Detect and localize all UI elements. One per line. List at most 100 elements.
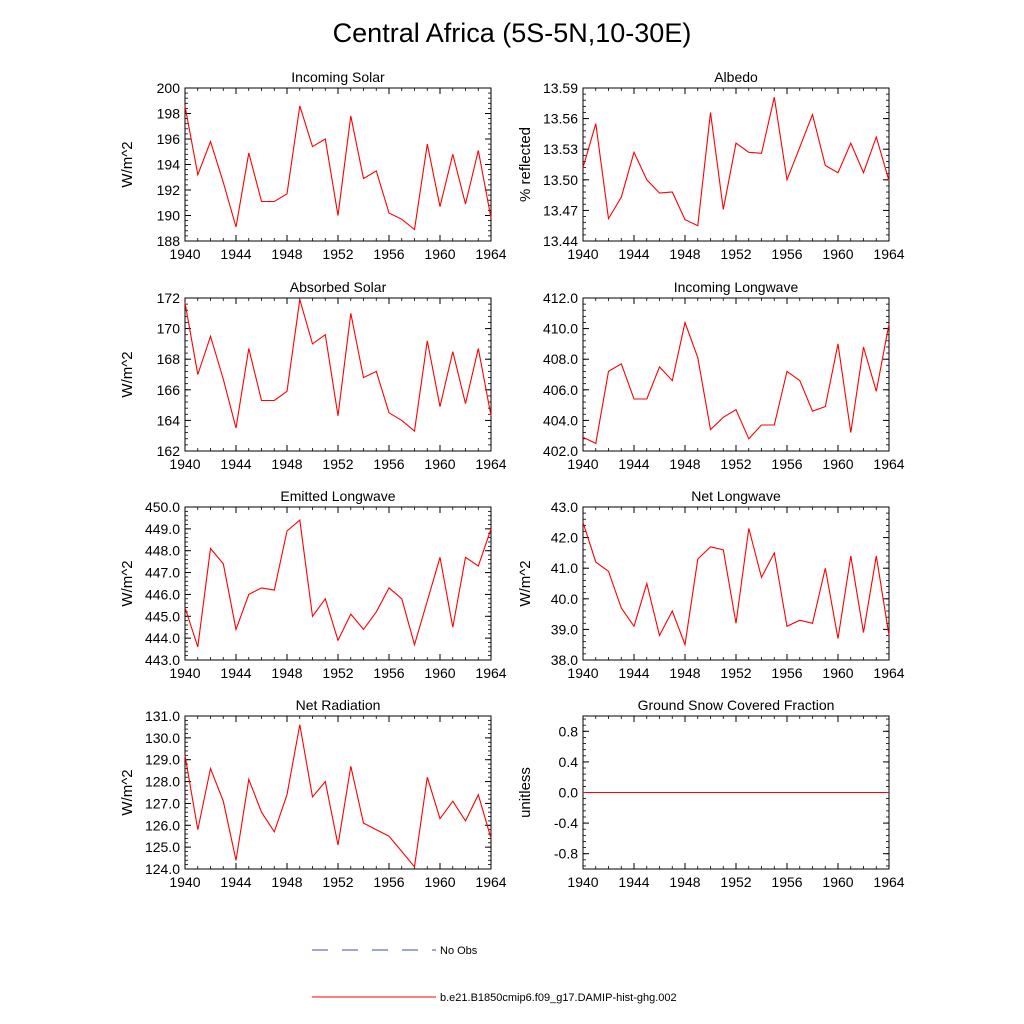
x-tick-label: 1944 — [618, 456, 649, 472]
x-tick-label: 1944 — [220, 456, 251, 472]
x-tick-label: 1940 — [567, 246, 598, 262]
x-tick-label: 1960 — [822, 456, 853, 472]
x-tick-label: 1956 — [373, 665, 404, 681]
x-tick-label: 1944 — [618, 246, 649, 262]
y-tick-label: 131.0 — [145, 708, 180, 724]
y-tick-label: 13.56 — [543, 111, 578, 127]
y-tick-label: 412.0 — [543, 290, 578, 306]
x-tick-label: 1944 — [220, 665, 251, 681]
plot-frame — [582, 506, 890, 661]
x-tick-label: 1948 — [669, 665, 700, 681]
x-tick-label: 1952 — [720, 246, 751, 262]
x-tick-label: 1940 — [169, 665, 200, 681]
y-tick-label: 127.0 — [145, 795, 180, 811]
y-axis-label: W/m^2 — [119, 141, 136, 187]
y-tick-label: 13.44 — [543, 233, 578, 249]
series-line-net-radiation — [184, 724, 492, 869]
panel-albedo: Albedo % reflected 1940 1944 1948 1952 1956 196… — [517, 69, 905, 262]
x-tick-label: 1960 — [822, 874, 853, 890]
x-tick-label: 1948 — [669, 456, 700, 472]
y-tick-label: 198 — [157, 106, 181, 122]
y-tick-label: 172 — [157, 290, 181, 306]
x-tick-label: 1960 — [424, 246, 455, 262]
series-line-albedo — [582, 97, 890, 227]
x-tick-label: 1956 — [373, 246, 404, 262]
x-tick-label: 1948 — [271, 456, 302, 472]
y-axis-label: W/m^2 — [119, 769, 136, 815]
panels: Incoming Solar W/m^2 1940 1944 1948 1952 1956 1… — [119, 69, 905, 890]
y-tick-label: 200 — [157, 80, 181, 96]
x-tick-label: 1956 — [771, 456, 802, 472]
x-tick-label: 1944 — [618, 874, 649, 890]
y-tick-label: 446.0 — [145, 586, 180, 602]
y-tick-label: 194 — [157, 157, 181, 173]
x-tick-label: 1940 — [169, 874, 200, 890]
y-tick-label: 188 — [157, 233, 181, 249]
y-tick-label: 41.0 — [551, 560, 578, 576]
y-tick-label: 13.59 — [543, 80, 578, 96]
y-tick-label: 404.0 — [543, 412, 578, 428]
y-tick-label: 192 — [157, 182, 181, 198]
panel-title: Incoming Longwave — [674, 279, 799, 295]
y-tick-label: 13.53 — [543, 141, 578, 157]
panel-absorbed-solar: Absorbed Solar W/m^2 1940 1944 1948 1952 1956 1… — [119, 279, 507, 472]
x-tick-label: 1956 — [771, 874, 802, 890]
y-tick-label: 406.0 — [543, 382, 578, 398]
series-line-incoming-longwave — [582, 320, 890, 445]
x-tick-label: 1964 — [475, 665, 506, 681]
y-tick-label: 402.0 — [543, 443, 578, 459]
y-tick-label: 43.0 — [551, 499, 578, 515]
x-tick-label: 1948 — [271, 874, 302, 890]
y-tick-label: -0.4 — [554, 815, 578, 831]
series-line-net-longwave — [582, 522, 890, 647]
legend-label: b.e21.B1850cmip6.f09_g17.DAMIP-hist-ghg.… — [440, 992, 677, 1004]
y-tick-label: 164 — [157, 412, 181, 428]
x-tick-label: 1952 — [720, 874, 751, 890]
x-tick-label: 1956 — [771, 246, 802, 262]
x-tick-label: 1952 — [322, 246, 353, 262]
y-tick-label: 166 — [157, 382, 181, 398]
y-tick-label: 128.0 — [145, 774, 180, 790]
x-tick-label: 1940 — [169, 246, 200, 262]
legend: No Obs b.e21.B1850cmip6.f09_g17.DAMIP-his… — [312, 945, 677, 1004]
x-tick-label: 1940 — [567, 456, 598, 472]
panel-title: Absorbed Solar — [290, 279, 387, 295]
y-tick-label: 125.0 — [145, 839, 180, 855]
x-tick-label: 1952 — [322, 665, 353, 681]
y-tick-label: 190 — [157, 208, 181, 224]
x-tick-label: 1964 — [873, 665, 904, 681]
y-tick-label: -0.8 — [554, 846, 578, 862]
plot-frame — [582, 87, 890, 242]
legend-label: No Obs — [440, 945, 478, 957]
panel-title: Net Radiation — [296, 697, 381, 713]
y-tick-label: 0.8 — [559, 723, 579, 739]
plot-frame — [184, 87, 492, 242]
x-tick-label: 1952 — [720, 456, 751, 472]
x-tick-label: 1960 — [822, 246, 853, 262]
x-tick-label: 1952 — [720, 665, 751, 681]
x-tick-label: 1964 — [873, 246, 904, 262]
y-tick-label: 13.50 — [543, 172, 578, 188]
legend-entry-1: b.e21.B1850cmip6.f09_g17.DAMIP-hist-ghg.… — [312, 992, 677, 1004]
y-tick-label: 129.0 — [145, 752, 180, 768]
x-tick-label: 1948 — [271, 665, 302, 681]
x-tick-label: 1960 — [424, 874, 455, 890]
panel-title: Emitted Longwave — [280, 488, 395, 504]
x-tick-label: 1948 — [271, 246, 302, 262]
panel-ground-snow-covered-fraction: Ground Snow Covered Fraction unitless 1940… — [517, 697, 905, 890]
y-tick-label: 449.0 — [145, 521, 180, 537]
y-tick-label: 444.0 — [145, 630, 180, 646]
y-tick-label: 126.0 — [145, 817, 180, 833]
x-tick-label: 1964 — [475, 456, 506, 472]
legend-entry-0: No Obs — [312, 945, 478, 957]
figure-title: Central Africa (5S-5N,10-30E) — [333, 18, 692, 48]
panel-incoming-solar: Incoming Solar W/m^2 1940 1944 1948 1952 1956 1… — [119, 69, 507, 262]
y-tick-label: 448.0 — [145, 543, 180, 559]
y-tick-label: 443.0 — [145, 652, 180, 668]
x-tick-label: 1944 — [220, 874, 251, 890]
y-tick-label: 408.0 — [543, 351, 578, 367]
x-tick-label: 1956 — [373, 874, 404, 890]
y-tick-label: 40.0 — [551, 591, 578, 607]
